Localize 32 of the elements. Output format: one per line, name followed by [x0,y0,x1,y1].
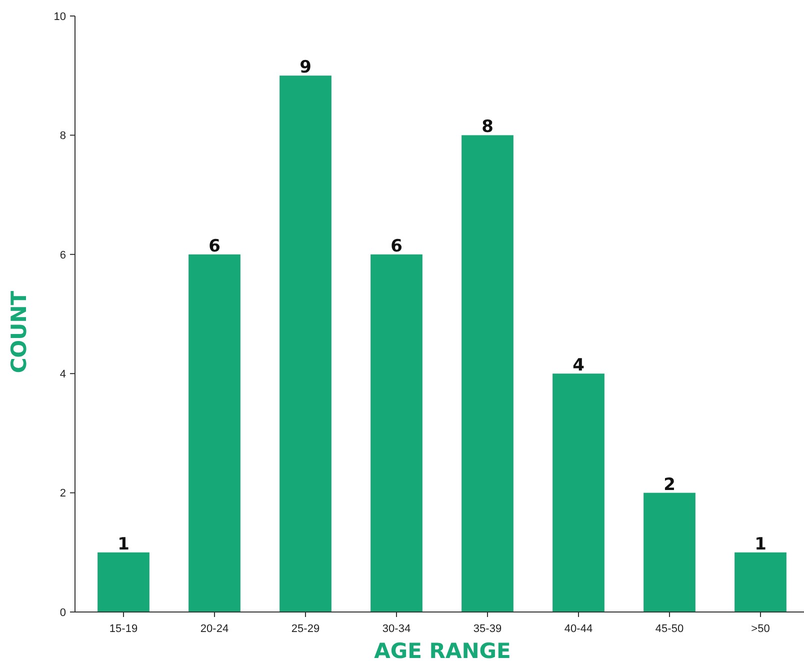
y-axis-title: COUNT [7,290,31,374]
bar [280,76,332,612]
bar [462,135,514,612]
x-axis-title: AGE RANGE [374,639,511,661]
x-tick-label: 25-29 [291,623,320,635]
bar [644,492,696,612]
bar [188,254,240,612]
x-tick-label: >50 [751,623,770,635]
bar [734,552,786,612]
data-label: 2 [664,474,676,495]
data-label: 9 [300,58,312,78]
x-tick-label: 35-39 [473,623,502,635]
data-label: 1 [118,534,130,554]
data-label: 4 [572,356,585,376]
y-tick-label: 4 [60,368,66,380]
x-tick-label: 45-50 [655,623,684,635]
y-tick-label: 0 [60,606,66,619]
y-tick-label: 8 [60,130,66,142]
y-tick-label: 2 [60,488,66,500]
x-tick-label: 30-34 [382,623,411,635]
data-label: 1 [754,534,766,554]
bar [98,552,150,612]
data-label: 6 [390,236,402,256]
y-tick-label: 10 [54,10,66,23]
data-label: 8 [482,117,494,138]
x-tick-label: 40-44 [564,623,593,635]
bar [370,254,422,612]
y-tick-label: 6 [60,249,66,262]
x-tick-label: 20-24 [200,623,229,635]
data-label: 6 [208,236,220,256]
x-tick-label: 15-19 [109,623,138,635]
bar [552,374,604,612]
